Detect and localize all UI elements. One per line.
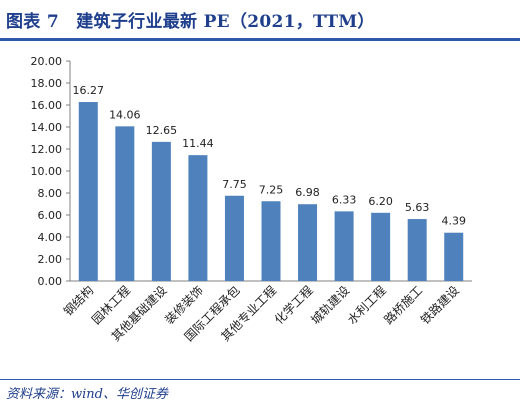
y-tick-label: 2.00: [38, 253, 63, 266]
x-tick-label: 城轨建设: [308, 283, 352, 327]
source-divider: [0, 379, 520, 380]
figure-title-bar: 图表 7 建筑子行业最新 PE（2021，TTM）: [0, 0, 520, 38]
figure-title: 图表 7 建筑子行业最新 PE（2021，TTM）: [6, 12, 375, 32]
title-divider: [0, 38, 520, 41]
x-tick-label: 水利工程: [344, 283, 389, 328]
data-label: 5.63: [405, 201, 430, 214]
y-tick-label: 16.00: [31, 99, 63, 112]
x-tick-label: 路桥施工: [381, 283, 426, 328]
bar: [334, 211, 354, 281]
x-tick-label: 化学工程: [271, 283, 316, 328]
y-tick-label: 10.00: [31, 165, 63, 178]
bar: [371, 212, 391, 281]
data-label: 6.98: [295, 186, 320, 199]
source-note: 资料来源：wind、华创证券: [6, 387, 168, 402]
bar-chart: 0.00 2.00 4.00 6.00 8.00 10.00 12.00 14.00 16.00…: [31, 55, 472, 344]
data-label: 6.33: [332, 193, 357, 206]
data-label: 16.27: [73, 84, 105, 97]
y-tick-label: 6.00: [38, 209, 63, 222]
bar: [444, 232, 464, 281]
bar: [407, 219, 427, 281]
x-tick-label: 钢结构: [60, 283, 96, 319]
y-tick-label: 12.00: [31, 143, 63, 156]
bar: [78, 102, 98, 281]
data-label: 4.39: [441, 215, 466, 228]
data-label: 7.75: [222, 178, 247, 191]
data-label: 12.65: [146, 124, 178, 137]
bar: [261, 201, 281, 281]
y-tick-label: 14.00: [31, 121, 63, 134]
bar: [115, 126, 135, 281]
data-label: 11.44: [182, 137, 214, 150]
bar: [224, 195, 244, 281]
y-tick-label: 18.00: [31, 77, 63, 90]
data-label: 14.06: [109, 108, 141, 121]
bar: [151, 141, 171, 281]
data-label: 6.20: [368, 195, 393, 208]
y-tick-label: 0.00: [38, 275, 63, 288]
x-tick-label: 铁路建设: [417, 283, 462, 328]
bar: [188, 155, 208, 281]
y-tick-label: 4.00: [38, 231, 63, 244]
data-label: 7.25: [259, 183, 284, 196]
bar: [298, 204, 318, 281]
y-tick-label: 20.00: [31, 55, 63, 68]
y-tick-label: 8.00: [38, 187, 63, 200]
